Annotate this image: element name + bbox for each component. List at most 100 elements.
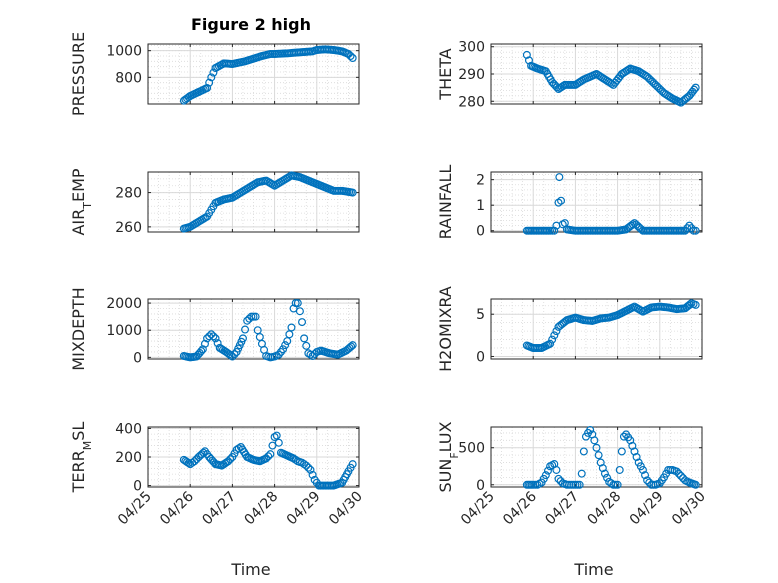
data-point xyxy=(594,451,603,460)
data-point xyxy=(264,452,273,461)
series-markers xyxy=(522,50,700,107)
data-point xyxy=(691,83,700,92)
data-point xyxy=(348,460,357,469)
axes-box xyxy=(147,298,360,360)
subplot-5: 0 1000 2000 MIXDEPTH xyxy=(69,287,360,371)
data-point xyxy=(266,49,275,58)
data-point xyxy=(617,447,626,456)
data-point xyxy=(543,466,552,475)
x-tick-label: 04/30 xyxy=(669,489,709,529)
data-point xyxy=(247,312,256,321)
data-point xyxy=(552,327,561,336)
data-point xyxy=(200,339,209,348)
data-point xyxy=(672,467,681,476)
y-axis-label-main: SUN xyxy=(436,459,455,493)
data-point xyxy=(209,68,218,77)
data-point xyxy=(603,473,612,482)
series-markers xyxy=(179,171,357,233)
y-axis-label: AIRTEMP xyxy=(69,168,94,235)
data-point xyxy=(546,226,555,235)
data-point xyxy=(251,312,260,321)
y-axis-label-suffix: EMP xyxy=(69,168,88,202)
x-tick-label: 04/29 xyxy=(284,489,324,529)
y-tick-label: 300 xyxy=(458,40,485,56)
y-axis-label: PRESSURE xyxy=(69,32,88,116)
data-point xyxy=(287,323,296,332)
data-point xyxy=(211,334,220,343)
x-tick-label: 04/28 xyxy=(585,489,625,529)
data-point xyxy=(524,56,533,65)
data-point xyxy=(592,443,601,452)
data-point xyxy=(600,469,609,478)
data-point xyxy=(643,476,652,485)
data-point xyxy=(613,480,622,489)
data-point xyxy=(255,333,264,342)
y-axis-label: THETA xyxy=(436,48,455,100)
y-axis-label-subscript: T xyxy=(81,202,94,210)
y-tick-label: 290 xyxy=(458,67,485,83)
data-point xyxy=(674,469,683,478)
data-point xyxy=(586,425,595,434)
data-point xyxy=(304,463,313,472)
data-point xyxy=(308,352,317,361)
data-point xyxy=(228,352,237,361)
y-axis-label-suffix: LUX xyxy=(436,421,455,452)
data-point xyxy=(348,188,357,197)
data-point xyxy=(241,325,250,334)
y-tick-label: 1000 xyxy=(106,323,142,339)
x-tick-label: 04/25 xyxy=(458,489,498,529)
axes-box xyxy=(490,426,703,488)
data-point xyxy=(274,438,283,447)
data-point xyxy=(676,471,685,480)
data-point xyxy=(190,457,199,466)
axes-box xyxy=(147,171,360,233)
data-point xyxy=(207,73,216,82)
data-point xyxy=(306,465,315,474)
y-tick-label: 0 xyxy=(476,478,485,494)
data-point xyxy=(575,480,584,489)
data-point xyxy=(348,53,357,62)
subplot-3: 260 280 AIRTEMP xyxy=(69,168,360,236)
data-point xyxy=(262,454,271,463)
y-tick-label: 400 xyxy=(115,421,142,437)
data-point xyxy=(310,349,319,358)
data-point xyxy=(308,470,317,479)
data-point xyxy=(552,465,561,474)
y-tick-label: 200 xyxy=(115,450,142,466)
x-axis-label-right: Time xyxy=(573,560,613,579)
data-point xyxy=(628,220,637,229)
y-tick-label: 500 xyxy=(458,441,485,457)
x-tick-label: 04/28 xyxy=(242,489,282,529)
data-point xyxy=(571,480,580,489)
data-point xyxy=(209,332,218,341)
data-point xyxy=(302,461,311,470)
data-point xyxy=(348,341,357,350)
data-point xyxy=(270,433,279,442)
y-axis-label-suffix: SL xyxy=(69,422,88,441)
y-axis-label-main: AIR xyxy=(69,209,88,236)
data-point xyxy=(690,85,699,94)
series-markers xyxy=(522,173,700,235)
data-point xyxy=(243,316,252,325)
data-point xyxy=(541,471,550,480)
y-tick-label: 0 xyxy=(476,349,485,365)
data-point xyxy=(615,465,624,474)
y-tick-label: 2000 xyxy=(106,296,142,312)
data-point xyxy=(691,300,700,309)
y-tick-label: 1000 xyxy=(106,44,142,60)
y-tick-label: 2 xyxy=(476,173,485,189)
data-point xyxy=(285,330,294,339)
data-point xyxy=(234,444,243,453)
data-point xyxy=(272,431,281,440)
data-point xyxy=(302,341,311,350)
data-point xyxy=(213,339,222,348)
data-point xyxy=(279,345,288,354)
y-tick-label: 0 xyxy=(133,350,142,366)
axes-box xyxy=(147,43,360,105)
x-tick-label: 04/30 xyxy=(326,489,366,529)
data-point xyxy=(638,465,647,474)
y-axis-label-subscript: M xyxy=(81,441,94,451)
y-tick-label: 280 xyxy=(115,186,142,202)
